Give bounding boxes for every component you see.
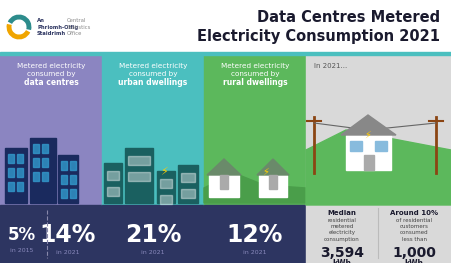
Bar [70,189,76,198]
Bar [128,156,150,165]
Bar [375,141,387,151]
Polygon shape [257,159,289,175]
Bar [269,175,277,189]
Text: in 2015: in 2015 [10,249,34,254]
Text: Metered electricity
consumed by: Metered electricity consumed by [119,63,187,77]
Bar [204,55,306,205]
Text: ⚡: ⚡ [160,167,168,177]
Bar [33,172,39,181]
Polygon shape [204,173,306,203]
Text: 3,594: 3,594 [320,246,364,260]
Bar [8,154,14,163]
Bar [42,172,48,181]
Bar [209,175,239,197]
Bar [128,172,150,181]
Bar [125,148,153,203]
Polygon shape [341,115,396,135]
Bar [204,205,306,263]
Bar [30,138,56,203]
Text: 12%: 12% [227,223,283,247]
Bar [107,171,119,180]
Bar [259,175,287,197]
Bar [0,205,102,263]
Bar [306,55,451,263]
Text: kWh: kWh [405,259,423,263]
Text: ⚡: ⚡ [364,130,372,140]
Polygon shape [306,130,451,205]
Bar [70,161,76,170]
Text: Data Centres Metered
Electricity Consumption 2021: Data Centres Metered Electricity Consump… [197,10,440,44]
Text: data centres: data centres [23,78,78,87]
Text: In 2021...: In 2021... [314,63,347,69]
Text: in 2021: in 2021 [141,250,165,255]
Bar [107,187,119,196]
Text: kWh: kWh [332,259,351,263]
Bar [102,55,204,205]
Bar [0,52,451,55]
Bar [104,163,122,203]
Circle shape [6,14,32,40]
Bar [0,55,102,205]
Bar [364,155,374,170]
Text: 5%: 5% [8,226,36,244]
Bar [178,165,198,203]
Bar [61,161,67,170]
Text: Central
Statistics
Office: Central Statistics Office [67,18,92,36]
Text: in 2021: in 2021 [243,250,267,255]
Bar [346,135,391,170]
Bar [42,158,48,167]
Bar [17,182,23,191]
Bar [33,158,39,167]
Text: Around 10%: Around 10% [390,210,438,216]
Bar [70,175,76,184]
Bar [350,141,362,151]
Bar [8,168,14,177]
Bar [157,171,175,203]
Bar [181,173,195,182]
Bar [220,175,228,189]
Text: in 2021: in 2021 [56,250,80,255]
Text: 1,000: 1,000 [392,246,436,260]
Text: of residential
customers
consumed
less than: of residential customers consumed less t… [396,218,432,242]
Bar [102,205,204,263]
Text: Median: Median [327,210,356,216]
Text: Metered electricity
consumed by: Metered electricity consumed by [17,63,85,77]
Bar [160,179,172,188]
Text: 21%: 21% [125,223,181,247]
Text: Metered electricity
consumed by: Metered electricity consumed by [221,63,289,77]
Text: 14%: 14% [40,223,96,247]
Bar [17,168,23,177]
Bar [5,148,27,203]
Bar [8,182,14,191]
Bar [33,144,39,153]
Bar [160,195,172,204]
Bar [17,154,23,163]
Bar [58,155,78,203]
Bar [181,189,195,198]
Bar [61,189,67,198]
Text: ⚡: ⚡ [262,167,269,177]
Bar [61,175,67,184]
Bar [42,144,48,153]
Polygon shape [207,159,241,175]
Text: urban dwellings: urban dwellings [118,78,188,87]
Text: An
Phriomh-Oifig
Staidrimh: An Phriomh-Oifig Staidrimh [37,18,78,36]
Text: residential
metered
electricity
consumption: residential metered electricity consumpt… [324,218,360,242]
Text: rural dwellings: rural dwellings [223,78,287,87]
